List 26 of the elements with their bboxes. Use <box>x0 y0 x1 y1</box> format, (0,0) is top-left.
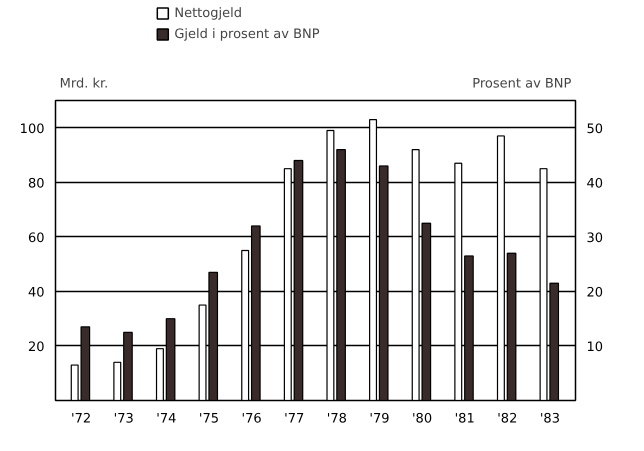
x-tick-label: '83 <box>540 412 560 426</box>
y-tick-label: 100 <box>20 122 45 137</box>
x-tick-label: '73 <box>114 412 134 426</box>
x-tick-label: '82 <box>497 412 518 426</box>
x-tick-label: '72 <box>71 412 92 426</box>
x-tick-label: '80 <box>412 412 432 426</box>
x-tick-label: '79 <box>369 412 390 426</box>
legend-label: Nettogjeld <box>174 6 242 21</box>
y-tick-label: 60 <box>28 230 45 246</box>
y-tick-label: 80 <box>28 176 45 192</box>
y-axis-title: Mrd. kr. <box>60 76 108 92</box>
x-tick-label: '78 <box>326 412 347 426</box>
y2-tick-label: 40 <box>586 176 604 192</box>
x-tick-label: '75 <box>198 412 220 426</box>
y2-tick-label: 30 <box>586 230 604 246</box>
x-tick-label: '81 <box>454 412 475 426</box>
y2-axis-title: Prosent av BNP <box>472 76 572 92</box>
x-tick-label: '76 <box>242 412 262 426</box>
y2-tick-label: 10 <box>586 340 604 355</box>
y-tick-label: 40 <box>28 285 45 300</box>
y2-tick-label: 20 <box>586 285 604 300</box>
x-tick-label: '74 <box>156 412 176 426</box>
legend-label: Gjeld i prosent av BNP <box>174 27 320 42</box>
y2-tick-label: 50 <box>586 122 604 137</box>
x-tick-label: '77 <box>284 412 304 426</box>
y-tick-label: 20 <box>28 340 45 355</box>
